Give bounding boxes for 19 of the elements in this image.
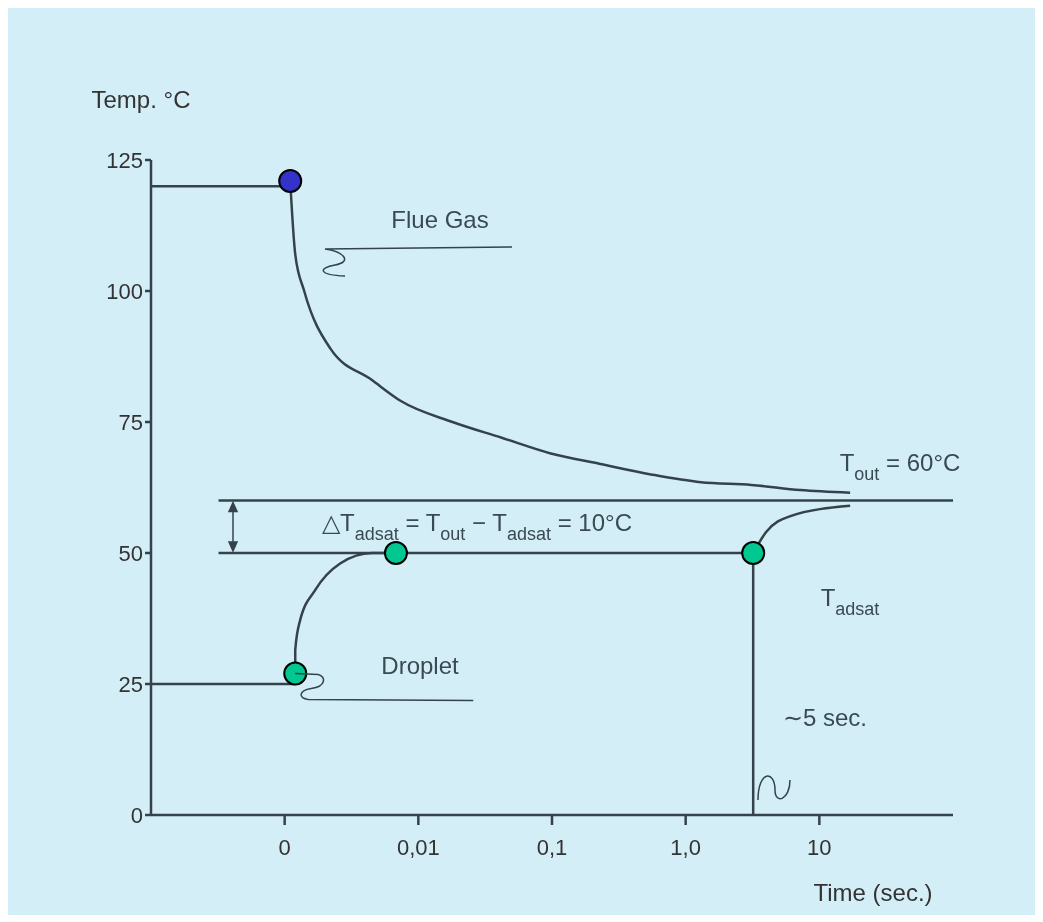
annotation: △T$_{adsat}$ = T$_{out}$ − T$_{adsat}$ = 10°C bbox=[322, 509, 632, 544]
x-tick-label: 1,0 bbox=[670, 834, 701, 860]
annotation: T$_{adsat}$ bbox=[820, 584, 880, 619]
y-axis-title: Temp. °C bbox=[91, 86, 191, 113]
x-tick-label: 0 bbox=[278, 834, 291, 860]
annotation: Flue Gas bbox=[391, 206, 489, 234]
y-tick-label: 50 bbox=[118, 540, 143, 566]
x-tick-label: 0,1 bbox=[536, 834, 568, 860]
annotation: ∼5 sec. bbox=[782, 704, 868, 732]
annotation: Droplet bbox=[381, 652, 460, 680]
y-tick-label: 125 bbox=[106, 147, 143, 173]
x-tick-label: 10 bbox=[807, 834, 832, 860]
y-tick-label: 75 bbox=[118, 409, 143, 435]
x-axis-title: Time (sec.) bbox=[813, 879, 933, 906]
y-tick-label: 100 bbox=[106, 278, 143, 304]
x-tick-label: 0,01 bbox=[396, 834, 440, 860]
y-tick-label: 0 bbox=[130, 802, 143, 828]
annotation: T$_{out}$ = 60°C bbox=[839, 449, 961, 484]
y-tick-label: 25 bbox=[118, 671, 143, 697]
